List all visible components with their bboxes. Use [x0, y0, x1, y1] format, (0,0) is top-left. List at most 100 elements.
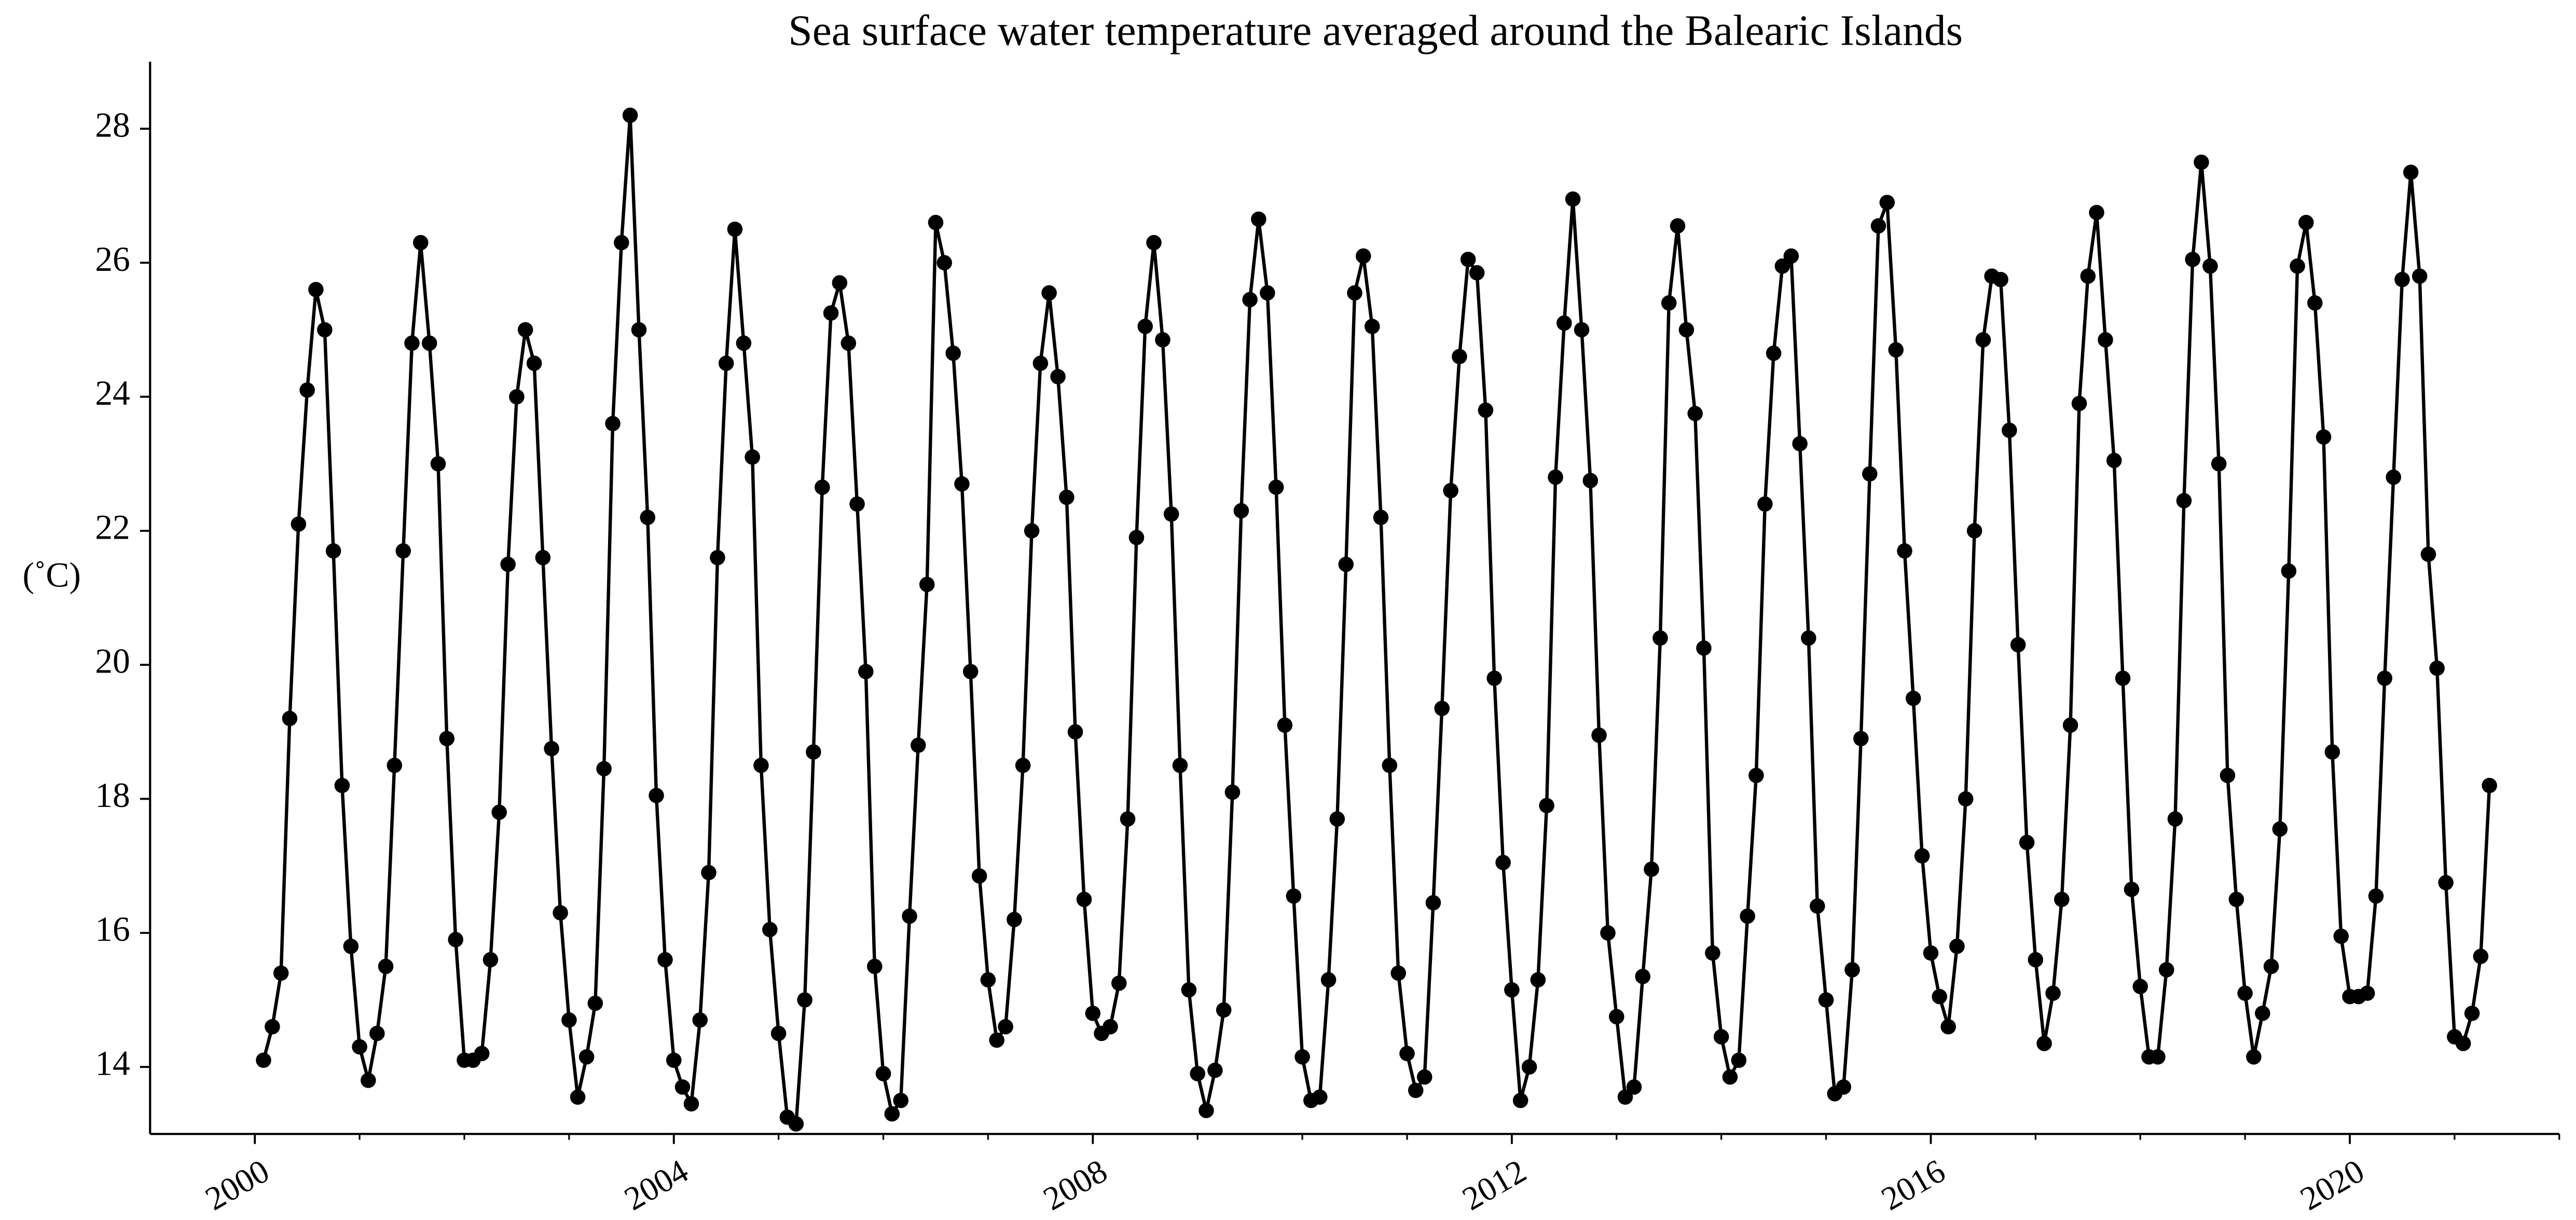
data-point: [1608, 1009, 1624, 1024]
data-point: [1277, 717, 1293, 733]
data-point: [578, 1049, 595, 1065]
data-point: [2194, 154, 2209, 170]
data-point: [2403, 165, 2419, 180]
data-point: [1216, 1002, 1232, 1018]
data-point: [1242, 292, 1258, 308]
data-point: [2185, 252, 2200, 267]
data-point: [2359, 985, 2375, 1001]
data-point: [517, 322, 533, 338]
data-point: [1670, 218, 1686, 234]
data-point: [866, 958, 883, 975]
data-point: [1268, 479, 1284, 495]
data-point: [2290, 258, 2305, 274]
data-point: [291, 516, 307, 532]
data-line: [261, 114, 2491, 1126]
data-point: [1486, 670, 1502, 686]
data-point: [2080, 268, 2096, 284]
data-point: [2438, 875, 2454, 890]
data-point: [1434, 701, 1450, 716]
data-point: [1146, 235, 1162, 251]
data-point: [1774, 258, 1790, 274]
data-point: [2115, 670, 2131, 686]
data-point: [1975, 332, 1991, 348]
data-point: [962, 664, 979, 679]
data-point: [1128, 530, 1145, 545]
data-point: [2045, 985, 2061, 1001]
data-point: [1469, 265, 1485, 281]
data-point: [2228, 892, 2244, 907]
data-point: [500, 556, 516, 572]
data-point: [1897, 543, 1912, 559]
data-point: [474, 1046, 490, 1061]
data-point: [1539, 798, 1554, 814]
data-point: [823, 305, 839, 321]
data-point: [1626, 1079, 1642, 1095]
data-point: [1844, 962, 1860, 978]
data-point: [1836, 1079, 1852, 1095]
x-tick-label: 2016: [1875, 1152, 1951, 1217]
chart-title: Sea surface water temperature averaged a…: [788, 7, 1963, 55]
data-point: [2272, 821, 2288, 837]
data-point: [605, 416, 621, 432]
data-point: [1748, 767, 1764, 784]
data-point: [430, 456, 446, 472]
data-point: [2473, 949, 2489, 964]
data-point: [727, 221, 743, 237]
data-point: [2167, 811, 2183, 827]
data-point: [1382, 758, 1398, 773]
data-point: [1032, 355, 1049, 371]
data-point: [1137, 319, 1153, 334]
data-point: [1120, 811, 1136, 827]
data-point: [1757, 496, 1773, 512]
data-point: [1329, 811, 1345, 827]
data-point: [622, 107, 638, 123]
data-point: [1373, 510, 1389, 525]
data-point: [1024, 523, 1040, 539]
data-point: [553, 905, 568, 921]
data-point: [395, 543, 411, 559]
y-tick-label: 16: [95, 910, 130, 949]
data-point: [1364, 319, 1380, 334]
data-point: [971, 868, 987, 884]
data-point: [317, 322, 333, 338]
data-point: [980, 972, 996, 988]
x-tick-label: 2008: [1037, 1152, 1113, 1217]
data-point: [928, 215, 944, 230]
data-point: [858, 664, 874, 679]
data-point: [1155, 332, 1170, 348]
data-point: [2246, 1049, 2262, 1065]
data-point: [2062, 717, 2078, 733]
data-point: [701, 865, 717, 881]
data-point: [1713, 1029, 1729, 1045]
data-point: [674, 1079, 691, 1095]
data-point: [308, 282, 324, 297]
data-point: [2002, 422, 2017, 438]
data-point: [2124, 882, 2140, 897]
data-point: [875, 1066, 891, 1081]
y-tick-label: 28: [95, 106, 130, 145]
data-point: [1810, 898, 1825, 914]
data-point: [2386, 469, 2401, 485]
data-point: [1452, 349, 1467, 364]
y-tick-label: 18: [95, 776, 130, 815]
data-point: [631, 322, 647, 338]
data-point: [2089, 204, 2104, 221]
data-point: [2150, 1049, 2166, 1065]
data-point: [2324, 744, 2340, 760]
data-point: [1076, 892, 1092, 907]
data-point: [989, 1032, 1004, 1048]
data-point: [1190, 1066, 1205, 1081]
data-point: [2106, 453, 2122, 469]
data-point: [2028, 952, 2044, 968]
data-point: [1320, 972, 1337, 988]
data-point: [1888, 342, 1904, 358]
data-point: [710, 550, 725, 566]
data-point: [902, 908, 917, 924]
data-point: [1443, 483, 1458, 499]
data-point: [815, 479, 830, 495]
data-point: [1905, 690, 1921, 706]
data-point: [1286, 888, 1302, 904]
data-point: [352, 1039, 367, 1055]
